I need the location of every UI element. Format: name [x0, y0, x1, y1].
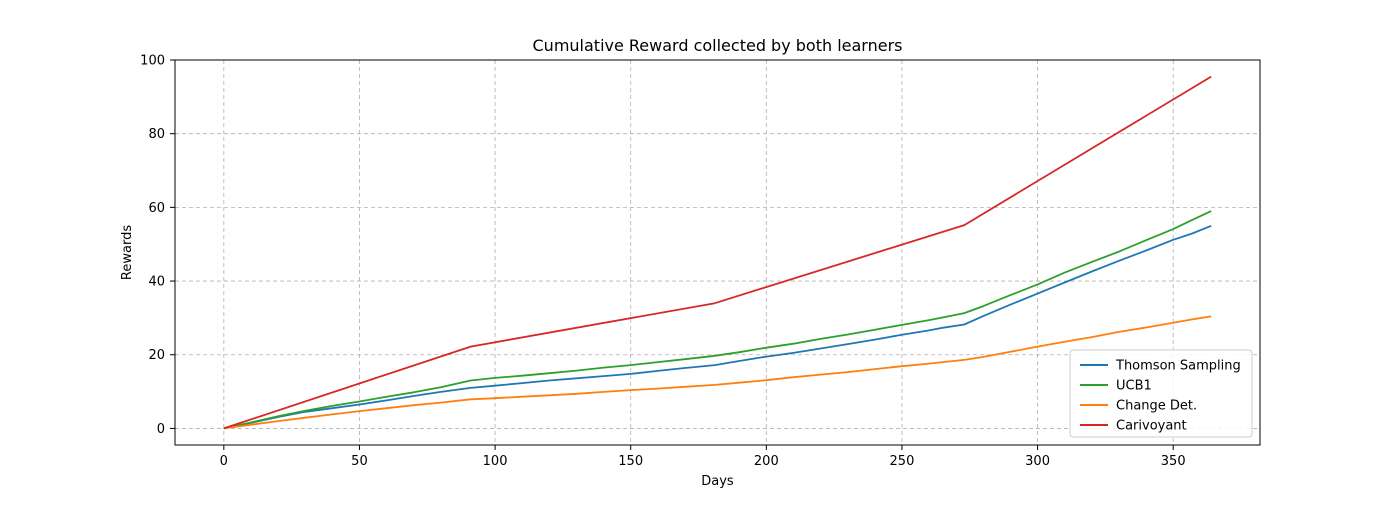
x-tick-label: 100	[483, 454, 508, 469]
x-tick-label: 300	[1025, 454, 1050, 469]
y-tick-label: 80	[148, 127, 165, 142]
legend-label-ucb1: UCB1	[1116, 379, 1152, 394]
legend-items: Thomson Sampling UCB1 Change Det. Carivoyan…	[1080, 359, 1241, 434]
chart-title: Cumulative Reward collected by both lear…	[533, 36, 903, 55]
x-axis-ticks: 0 50 100 150 200 250 300 350	[220, 445, 1186, 469]
legend-label-carivoyant: Carivoyant	[1116, 419, 1187, 434]
y-axis-label: Rewards	[120, 225, 135, 280]
x-tick-label: 0	[220, 454, 228, 469]
y-tick-label: 100	[140, 54, 165, 69]
series-line-ucb1	[223, 210, 1212, 430]
legend-box	[1069, 349, 1253, 438]
legend-label-change-det: Change Det.	[1116, 399, 1197, 414]
series-line-change-det	[223, 315, 1212, 430]
y-tick-label: 40	[148, 275, 165, 290]
y-tick-label: 20	[148, 348, 165, 363]
y-axis-ticks: 0 20 40 60 80 100	[140, 54, 175, 437]
x-tick-label: 150	[618, 454, 643, 469]
x-tick-label: 350	[1161, 454, 1186, 469]
x-tick-label: 250	[890, 454, 915, 469]
y-tick-label: 60	[148, 201, 165, 216]
plot-frame	[174, 59, 1261, 446]
x-tick-label: 200	[754, 454, 779, 469]
x-tick-label: 50	[351, 454, 368, 469]
series-line-carivoyant	[223, 75, 1212, 430]
legend: Thomson Sampling UCB1 Change Det. Carivoyan…	[1069, 349, 1253, 438]
y-tick-label: 0	[157, 422, 165, 437]
series-line-thomson-sampling	[223, 224, 1212, 430]
legend-label-thomson-sampling: Thomson Sampling	[1115, 359, 1241, 374]
x-axis-label: Days	[701, 474, 734, 489]
series-lines	[223, 75, 1212, 430]
